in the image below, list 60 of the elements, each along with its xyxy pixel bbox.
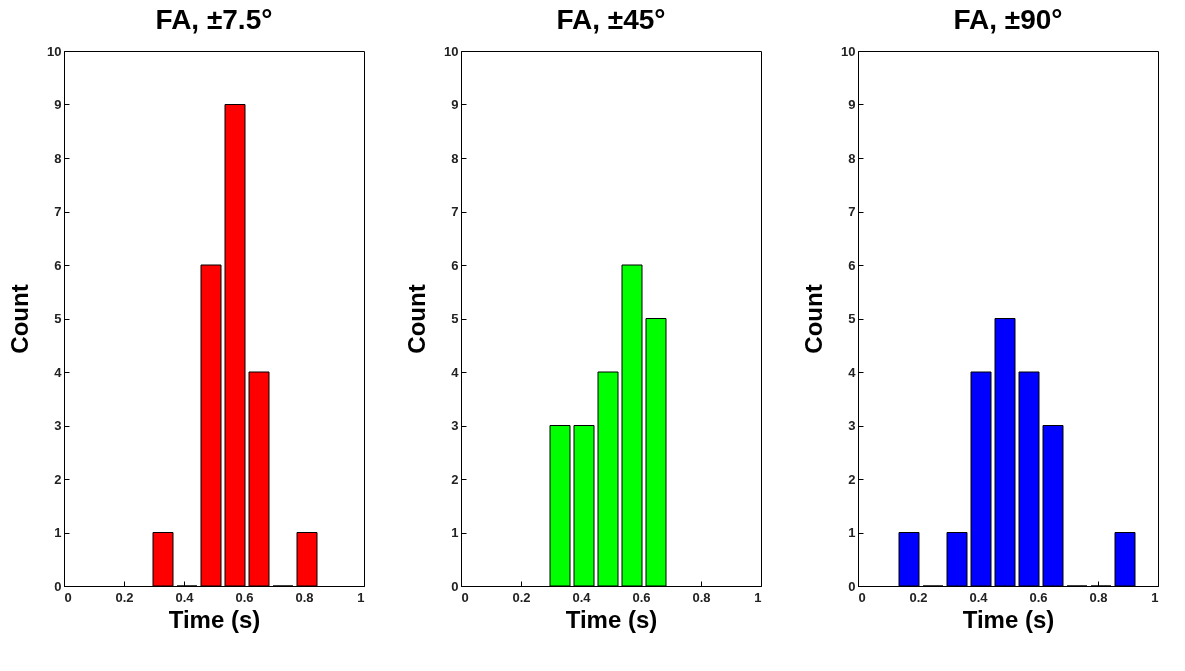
y-tick-label: 5: [451, 311, 459, 326]
x-tick-label: 0.6: [235, 589, 254, 605]
y-tick-label: 9: [451, 97, 459, 112]
y-tick-label: 4: [451, 364, 460, 380]
y-tick-label: 8: [54, 150, 62, 166]
y-axis-title: Count: [800, 284, 828, 354]
y-tick-label: 8: [848, 150, 856, 166]
y-tick-label: 10: [47, 43, 62, 59]
y-axis-title: Count: [403, 284, 431, 354]
x-tick-label: 0.2: [909, 589, 928, 605]
y-tick-label: 0: [451, 578, 459, 594]
y-tick-label: 3: [54, 418, 62, 433]
y-tick-label: 4: [54, 364, 63, 380]
y-tick-label: 1: [451, 525, 459, 540]
y-tick-label: 0: [54, 578, 62, 594]
y-tick-label: 5: [54, 311, 62, 326]
chart-title: FA, ±7.5°: [155, 4, 273, 35]
x-tick-label: 0.4: [572, 589, 592, 605]
y-tick-label: 2: [451, 471, 459, 487]
x-tick-label: 0.2: [115, 589, 134, 605]
y-tick-label: 3: [451, 418, 459, 433]
y-tick-label: 7: [54, 204, 62, 219]
x-tick-label: 0.2: [512, 589, 531, 605]
x-tick-label: 0: [858, 589, 866, 605]
x-tick-label: 1: [1151, 589, 1159, 605]
y-tick-label: 1: [54, 525, 62, 540]
x-tick-label: 0.4: [969, 589, 989, 605]
y-tick-label: 2: [848, 471, 856, 487]
y-tick-label: 6: [451, 257, 459, 273]
chart-title: FA, ±45°: [556, 4, 666, 35]
x-axis-title: Time (s): [565, 605, 658, 633]
x-tick-label: 0.8: [692, 589, 711, 605]
y-tick-label: 10: [841, 43, 856, 59]
y-tick-label: 8: [451, 150, 459, 166]
x-tick-label: 0: [64, 589, 72, 605]
chart-title: FA, ±90°: [953, 4, 1063, 35]
x-tick-label: 0.4: [175, 589, 195, 605]
y-tick-label: 3: [848, 418, 856, 433]
y-axis-title: Count: [6, 284, 34, 354]
x-tick-label: 1: [357, 589, 365, 605]
y-tick-label: 9: [848, 97, 856, 112]
y-tick-label: 4: [848, 364, 857, 380]
x-tick-label: 0.8: [295, 589, 314, 605]
y-tick-label: 10: [444, 43, 459, 59]
y-tick-label: 0: [848, 578, 856, 594]
y-tick-label: 7: [451, 204, 459, 219]
y-tick-label: 1: [848, 525, 856, 540]
y-tick-label: 5: [848, 311, 856, 326]
x-axis-title: Time (s): [962, 605, 1055, 633]
x-tick-label: 1: [754, 589, 762, 605]
x-tick-label: 0.6: [1029, 589, 1048, 605]
y-tick-label: 6: [848, 257, 856, 273]
y-tick-label: 6: [54, 257, 62, 273]
x-axis-title: Time (s): [168, 605, 261, 633]
x-tick-label: 0: [461, 589, 469, 605]
y-tick-label: 9: [54, 97, 62, 112]
y-tick-label: 2: [54, 471, 62, 487]
y-tick-label: 7: [848, 204, 856, 219]
x-tick-label: 0.6: [632, 589, 651, 605]
x-tick-label: 0.8: [1089, 589, 1108, 605]
